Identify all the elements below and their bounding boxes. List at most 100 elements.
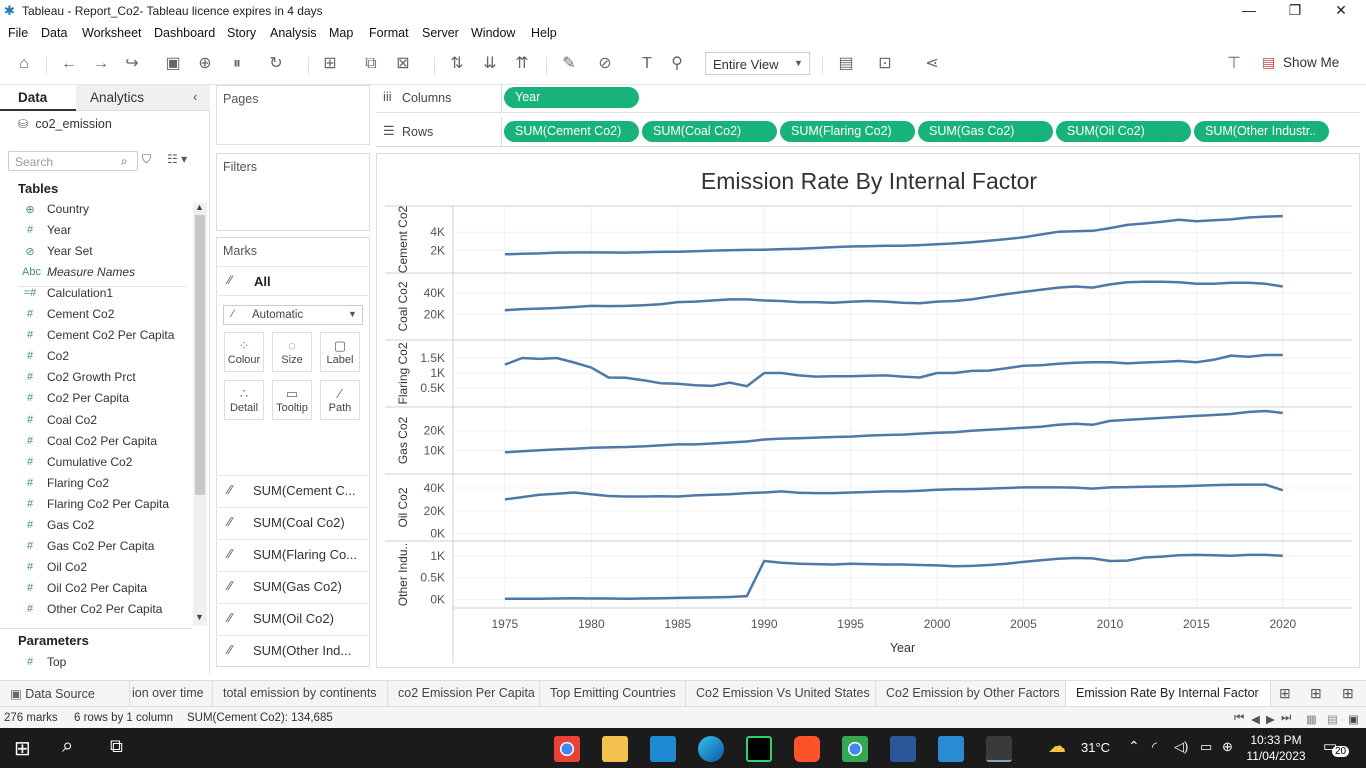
rows-shelf[interactable]: ☰ Rows SUM(Cement Co2) SUM(Coal Co2) SUM(…	[376, 117, 1360, 147]
tabs-view-icon[interactable]: ▣	[1348, 714, 1359, 726]
menu-window[interactable]: Window	[471, 26, 516, 40]
pause-updates-icon[interactable]: ⏸	[232, 55, 241, 72]
field-co2[interactable]: # Co2	[22, 348, 197, 368]
film-view-icon[interactable]: ▤	[1327, 714, 1338, 726]
windows-start-icon[interactable]: ⊞	[14, 738, 31, 760]
view-options-icon[interactable]: ☷ ▾	[167, 152, 188, 166]
marks-all[interactable]: ⁄⁄ All	[218, 266, 368, 296]
tab-data[interactable]: Data	[0, 85, 76, 111]
new-worksheet-icon[interactable]: ⊞	[323, 55, 337, 72]
marks-row-cement[interactable]: ⁄⁄ SUM(Cement C...	[218, 475, 368, 505]
undo-icon[interactable]: ←	[61, 55, 77, 72]
scroll-up-icon[interactable]: ▲	[195, 202, 204, 212]
field-oil-co2-per-capita[interactable]: # Oil Co2 Per Capita	[22, 580, 197, 600]
refresh-icon[interactable]: ↻	[269, 55, 283, 72]
tab-analytics[interactable]: Analytics ‹	[76, 85, 210, 111]
menu-server[interactable]: Server	[422, 26, 459, 40]
chrome-icon[interactable]	[554, 736, 580, 762]
label-button[interactable]: ▢ Label	[320, 332, 360, 372]
pill-oil[interactable]: SUM(Oil Co2)	[1056, 121, 1191, 142]
wifi-icon[interactable]: ◜	[1152, 739, 1158, 754]
field-list-scrollbar[interactable]: ▲	[193, 202, 207, 626]
save-icon[interactable]: ▣	[165, 55, 181, 72]
search-icon[interactable]: ⌕	[62, 735, 74, 757]
nav-last-icon[interactable]: ⏭	[1281, 712, 1292, 724]
size-button[interactable]: ◌ Size	[272, 332, 312, 372]
new-dashboard-icon[interactable]: ⊞	[1310, 685, 1322, 701]
scroll-down-icon[interactable]: ▼	[195, 612, 204, 622]
field-cumulative-co2[interactable]: # Cumulative Co2	[22, 454, 197, 474]
mark-type-select[interactable]: ⁄ Automatic ▼	[223, 305, 363, 325]
field-cement-co2[interactable]: # Cement Co2	[22, 306, 197, 326]
brave-icon[interactable]	[794, 736, 820, 762]
home-icon[interactable]: ⌂	[19, 55, 29, 72]
language-icon[interactable]: ⊕	[1222, 739, 1233, 754]
detail-button[interactable]: ∴ Detail	[224, 380, 264, 420]
menu-map[interactable]: Map	[329, 26, 354, 40]
marks-row-oil[interactable]: ⁄⁄ SUM(Oil Co2)	[218, 603, 368, 633]
field-coal-co2[interactable]: # Coal Co2	[22, 412, 197, 432]
fit-view-select[interactable]: Entire View ▼	[705, 52, 810, 75]
field-flaring-co2[interactable]: # Flaring Co2	[22, 475, 197, 495]
field-country[interactable]: ⊕ Country	[22, 201, 197, 221]
path-button[interactable]: ⁄ Path	[320, 380, 360, 420]
chevron-up-icon[interactable]: ⌃	[1128, 738, 1140, 754]
clock[interactable]: 10:33 PM 11/04/2023	[1246, 732, 1306, 764]
pin-icon[interactable]: ⚲	[671, 55, 683, 72]
show-me-icon[interactable]: ▤	[1262, 54, 1276, 70]
chrome-profile-icon[interactable]	[842, 736, 868, 762]
parameter-top[interactable]: # Top	[22, 654, 197, 674]
menu-story[interactable]: Story	[227, 26, 257, 40]
text-label-icon[interactable]: T	[642, 55, 652, 72]
field-oil-co2[interactable]: # Oil Co2	[22, 559, 197, 579]
marks-row-coal[interactable]: ⁄⁄ SUM(Coal Co2)	[218, 507, 368, 537]
datasource[interactable]: ⛁ co2_emission	[18, 117, 112, 131]
sort-desc-icon[interactable]: ⇈	[515, 55, 529, 72]
field-search-input[interactable]: Search ⌕	[8, 151, 138, 171]
show-cards-icon[interactable]: ▤	[838, 55, 854, 72]
marks-row-gas[interactable]: ⁄⁄ SUM(Gas Co2)	[218, 571, 368, 601]
collapse-icon[interactable]: ‹	[193, 89, 198, 104]
pill-year[interactable]: Year	[504, 87, 639, 108]
field-other-co2-per-capita[interactable]: # Other Co2 Per Capita	[22, 601, 197, 621]
weather-icon[interactable]: ☁	[1048, 736, 1066, 756]
nav-first-icon[interactable]: ⏮	[1234, 712, 1245, 724]
menu-help[interactable]: Help	[531, 26, 557, 40]
tab-data-source[interactable]: ▣ Data Source	[0, 681, 130, 706]
volume-icon[interactable]: ◁)	[1174, 739, 1189, 754]
colour-button[interactable]: ⁘ Colour	[224, 332, 264, 372]
tab-sheet[interactable]: co2 Emission Per Capita	[388, 681, 540, 706]
pill-cement[interactable]: SUM(Cement Co2)	[504, 121, 639, 142]
battery-icon[interactable]: ▭	[1200, 739, 1213, 754]
tab-sheet[interactable]: Co2 Emission by Other Factors	[876, 681, 1066, 706]
new-story-icon[interactable]: ⊞	[1342, 685, 1354, 701]
swap-icon[interactable]: ⇅	[450, 55, 464, 72]
file-explorer-icon[interactable]	[602, 736, 628, 762]
pill-other[interactable]: SUM(Other Industr..	[1194, 121, 1329, 142]
field-year-set[interactable]: ⊘ Year Set	[22, 243, 197, 263]
word-icon[interactable]	[890, 736, 916, 762]
minimize-icon[interactable]: —	[1242, 2, 1256, 18]
tooltip-button[interactable]: ▭ Tooltip	[272, 380, 312, 420]
tab-sheet[interactable]: Co2 Emission Vs United States	[686, 681, 876, 706]
field-co2-growth-prct[interactable]: # Co2 Growth Prct	[22, 369, 197, 389]
group-icon[interactable]: ⊘	[598, 55, 612, 72]
clear-sheet-icon[interactable]: ⊠	[396, 55, 410, 72]
pycharm-icon[interactable]	[746, 736, 772, 762]
field-year[interactable]: # Year	[22, 222, 197, 242]
scrollbar-thumb[interactable]	[195, 215, 205, 495]
pill-gas[interactable]: SUM(Gas Co2)	[918, 121, 1053, 142]
restore-icon[interactable]: ❐	[1288, 2, 1302, 18]
tab-sheet[interactable]: total emission by continents	[213, 681, 388, 706]
filter-icon[interactable]: ⛉	[142, 152, 152, 166]
menu-analysis[interactable]: Analysis	[270, 26, 317, 40]
nav-next-icon[interactable]: ▶	[1266, 714, 1275, 726]
field-coal-co2-per-capita[interactable]: # Coal Co2 Per Capita	[22, 433, 197, 453]
new-datasource-icon[interactable]: ⊕	[198, 55, 212, 72]
field-measure-names[interactable]: Abc Measure Names	[22, 264, 197, 284]
menu-data[interactable]: Data	[41, 26, 68, 40]
tableau-taskbar-icon[interactable]	[986, 736, 1012, 762]
highlight-icon[interactable]: ✎	[562, 55, 576, 72]
field-gas-co2-per-capita[interactable]: # Gas Co2 Per Capita	[22, 538, 197, 558]
photos-icon[interactable]	[938, 736, 964, 762]
